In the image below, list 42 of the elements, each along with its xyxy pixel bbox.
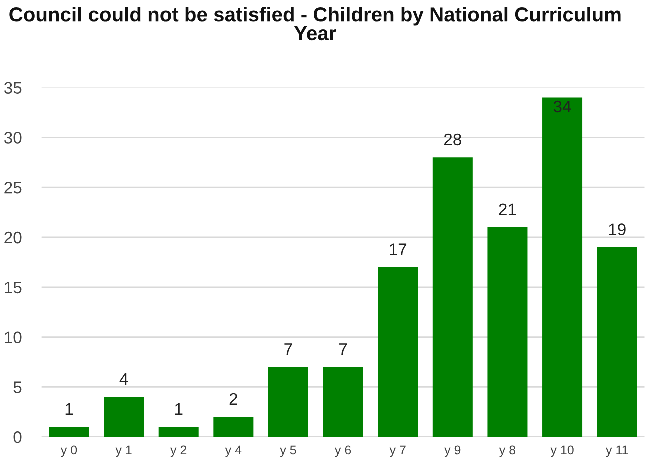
bar — [158, 427, 199, 438]
x-tick-label: y 6 — [334, 446, 352, 458]
bar — [268, 367, 308, 438]
data-label: 19 — [609, 224, 626, 236]
y-tick-label: 0 — [14, 432, 22, 444]
data-label: 4 — [120, 374, 128, 385]
data-label: 2 — [230, 393, 238, 405]
x-tick-label: y 0 — [60, 446, 78, 458]
bar — [542, 98, 583, 438]
bar — [214, 417, 254, 438]
data-label: 28 — [444, 134, 462, 146]
bar — [323, 367, 364, 438]
bar — [49, 427, 90, 438]
x-tick-label: y 11 — [606, 446, 628, 458]
bar — [432, 158, 473, 438]
x-tick-label: y 4 — [225, 446, 242, 458]
bar — [597, 247, 638, 438]
data-label: 34 — [554, 100, 572, 113]
chart-title: Council could not be satisfied - Children by National Curriculum Year — [10, 7, 621, 41]
data-label: 17 — [390, 244, 407, 256]
y-tick-label: 30 — [4, 132, 22, 144]
x-tick-label: y 2 — [170, 446, 187, 458]
bar — [488, 228, 528, 438]
y-tick-label: 20 — [4, 232, 22, 244]
data-label: 7 — [284, 344, 292, 356]
y-tick-label: 10 — [5, 332, 22, 344]
data-label: 21 — [499, 204, 516, 216]
x-tick-label: y 5 — [280, 446, 296, 458]
x-tick-label: y 1 — [116, 446, 132, 458]
x-tick-label: y 8 — [499, 446, 516, 458]
x-tick-label: y 7 — [390, 446, 406, 458]
data-label: 1 — [175, 403, 183, 415]
bar — [378, 267, 418, 438]
y-tick-label: 5 — [14, 382, 22, 394]
data-label: 1 — [66, 403, 74, 415]
bar — [104, 397, 144, 438]
y-tick-label: 25 — [4, 182, 22, 194]
y-tick-label: 35 — [4, 82, 22, 94]
x-tick-label: y 9 — [444, 446, 461, 458]
y-tick-label: 15 — [5, 282, 22, 294]
data-label: 7 — [340, 344, 348, 356]
x-tick-label: y 10 — [550, 446, 574, 458]
